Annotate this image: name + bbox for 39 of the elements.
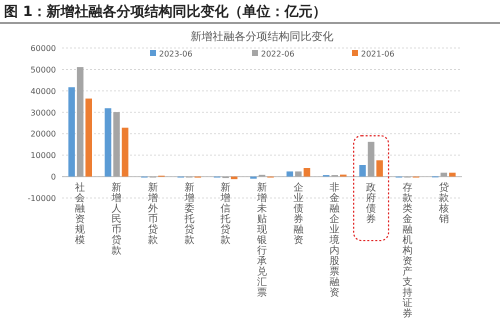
bar xyxy=(449,172,456,177)
x-tick-label: 新增人民币贷款 xyxy=(110,182,122,257)
x-tick-label: 新增外币贷款 xyxy=(146,182,158,246)
bar xyxy=(68,87,75,177)
x-tick-label: 贷款核销 xyxy=(438,182,449,226)
y-tick-label: 20000 xyxy=(30,130,56,139)
category-label: 存款类金融机构资产支持证券 xyxy=(402,182,412,320)
chart-subtitle: 新增社融各分项结构同比变化 xyxy=(190,30,334,43)
y-tick-label: 60000 xyxy=(30,44,56,53)
bar xyxy=(359,165,366,177)
bar xyxy=(76,67,84,177)
y-tick-label: -10000 xyxy=(28,194,56,203)
chart-title: 图 1：新增社融各分项结构同比变化（单位：亿元） xyxy=(4,3,327,20)
bar xyxy=(376,160,383,177)
bar xyxy=(85,98,92,177)
x-tick-label: 新增委托贷款 xyxy=(183,182,194,246)
x-tick-label: 企业债券融资 xyxy=(293,182,304,246)
x-tick-label: 政府债券 xyxy=(366,182,376,226)
category-label: 新增未贴现银行承兑汇票 xyxy=(257,182,267,299)
category-label: 非金融企业境内股票融资 xyxy=(330,182,340,299)
bar xyxy=(122,128,128,177)
bar xyxy=(104,108,112,177)
y-tick-label: 30000 xyxy=(30,108,56,118)
legend-label: 2022-06 xyxy=(261,50,294,58)
bar xyxy=(304,168,310,177)
bar xyxy=(440,172,448,177)
bar xyxy=(286,171,294,177)
legend-label: 2023-06 xyxy=(159,50,192,58)
y-tick-label: 50000 xyxy=(30,65,56,74)
bar xyxy=(295,171,302,177)
legend-label: 2021-06 xyxy=(361,50,394,58)
y-tick-label: 40000 xyxy=(30,86,56,96)
y-tick-label: 10000 xyxy=(30,151,56,160)
x-tick-label: 社会融资规模 xyxy=(75,182,86,246)
y-tick-label: 0 xyxy=(50,172,56,182)
bar xyxy=(230,176,238,180)
bar xyxy=(113,112,120,177)
bar xyxy=(368,142,374,177)
x-tick-label: 新增信托贷款 xyxy=(220,182,231,246)
